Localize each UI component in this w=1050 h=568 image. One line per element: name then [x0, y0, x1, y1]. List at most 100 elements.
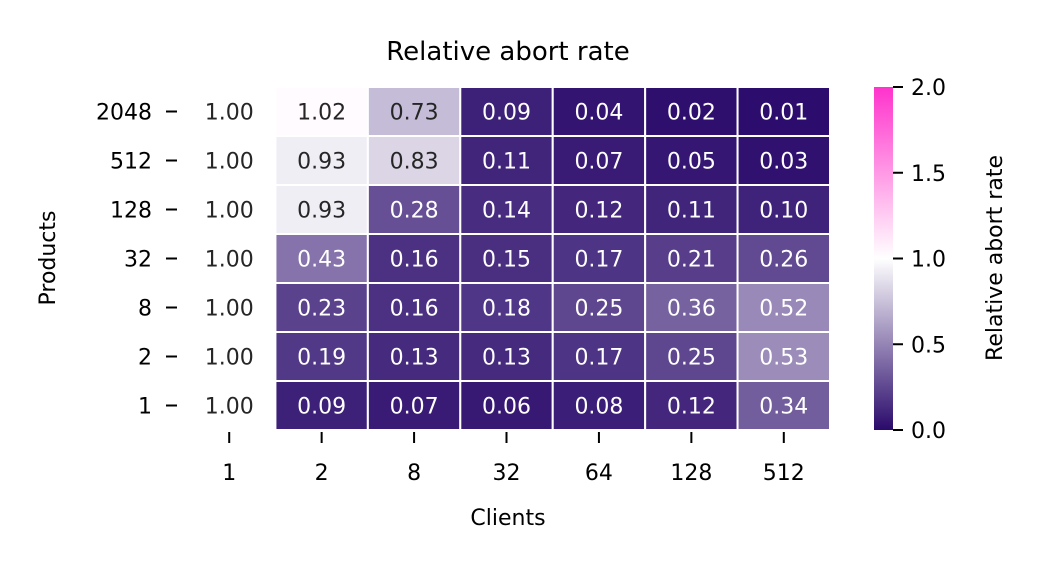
- cell-value-label: 1.00: [205, 346, 254, 371]
- cell-value-label: 0.17: [574, 248, 623, 273]
- cell-value-label: 1.00: [205, 101, 254, 126]
- cell-value-label: 0.26: [759, 248, 808, 273]
- heatmap-cell: [551, 135, 647, 186]
- heatmap-cell: [274, 233, 369, 284]
- cell-value-label: 0.12: [574, 199, 623, 224]
- heatmap-cell: [182, 135, 277, 186]
- heatmap-cell: [366, 135, 462, 186]
- cell-value-label: 0.17: [574, 346, 623, 371]
- cell-value-label: 0.06: [482, 395, 531, 420]
- cell-value-label: 1.00: [205, 297, 254, 322]
- heatmap-cell: [274, 184, 369, 235]
- x-tick-label: 1: [222, 461, 236, 486]
- heatmap-cell: [366, 380, 462, 431]
- cell-value-label: 0.07: [574, 150, 623, 175]
- cell-value-label: 1.00: [205, 150, 254, 175]
- heatmap-cell: [736, 184, 832, 235]
- colorbar: [874, 87, 893, 430]
- heatmap-cell: [644, 233, 739, 284]
- heatmap-cell: [736, 135, 832, 186]
- cell-value-label: 0.36: [667, 297, 716, 322]
- y-tick-label: 2: [138, 346, 152, 371]
- cell-value-label: 0.11: [482, 150, 531, 175]
- cell-value-label: 0.09: [482, 101, 531, 126]
- x-tick-label: 32: [493, 461, 521, 486]
- heatmap-cell: [736, 331, 832, 382]
- cell-value-label: 0.73: [390, 101, 439, 126]
- cell-value-label: 0.34: [759, 395, 808, 420]
- cell-value-label: 0.16: [390, 297, 439, 322]
- cell-value-label: 0.83: [390, 150, 439, 175]
- cell-value-label: 0.13: [482, 346, 531, 371]
- y-axis-label: Products: [36, 211, 61, 306]
- cell-value-label: 0.15: [482, 248, 531, 273]
- colorbar-tick-label: 1.0: [911, 248, 946, 273]
- heatmap-cell: [274, 331, 369, 382]
- heatmap-cell: [459, 380, 554, 431]
- colorbar-label: Relative abort rate: [983, 155, 1008, 361]
- chart-title: Relative abort rate: [386, 37, 629, 67]
- heatmap-cell: [182, 331, 277, 382]
- cell-value-label: 1.00: [205, 199, 254, 224]
- cell-value-label: 0.18: [482, 297, 531, 322]
- cell-value-label: 0.25: [574, 297, 623, 322]
- heatmap-cells: 1.00 1.02 0.73 0.09 0.04 0.02 0.01 1.00 0.93 0.83…: [182, 86, 832, 431]
- y-tick-label: 512: [110, 150, 152, 175]
- heatmap-cell: [551, 380, 647, 431]
- y-tick-label: 2048: [96, 101, 152, 126]
- cell-value-label: 0.25: [667, 346, 716, 371]
- x-tick-label: 512: [763, 461, 805, 486]
- heatmap-cell: [366, 282, 462, 333]
- y-tick-label: 32: [124, 248, 152, 273]
- y-axis: 2048 512 128 32 8 2 1: [96, 101, 177, 420]
- cell-value-label: 0.53: [759, 346, 808, 371]
- heatmap-cell: [182, 282, 277, 333]
- cell-value-label: 0.52: [759, 297, 808, 322]
- cell-value-label: 0.23: [297, 297, 346, 322]
- cell-value-label: 0.28: [390, 199, 439, 224]
- heatmap-cell: [182, 86, 277, 137]
- colorbar-tick-label: 1.5: [911, 162, 946, 187]
- heatmap-cell: [551, 184, 647, 235]
- cell-value-label: 0.21: [667, 248, 716, 273]
- x-tick-label: 8: [407, 461, 421, 486]
- y-tick-label: 1: [138, 395, 152, 420]
- cell-value-label: 0.16: [390, 248, 439, 273]
- x-axis-label: Clients: [470, 506, 545, 531]
- heatmap-cell: [182, 233, 277, 284]
- colorbar-tick-label: 2.0: [911, 76, 946, 101]
- x-axis: 1 2 8 32 64 128 512: [222, 432, 805, 486]
- heatmap-cell: [644, 184, 739, 235]
- cell-value-label: 0.01: [759, 101, 808, 126]
- cell-value-label: 0.93: [297, 150, 346, 175]
- y-tick-label: 128: [110, 199, 152, 224]
- colorbar-axis: 0.0 0.5 1.0 1.5 2.0: [893, 76, 946, 444]
- cell-value-label: 1.00: [205, 395, 254, 420]
- cell-value-label: 0.07: [390, 395, 439, 420]
- heatmap-cell: [644, 380, 739, 431]
- cell-value-label: 1.00: [205, 248, 254, 273]
- x-tick-label: 128: [670, 461, 712, 486]
- heatmap-cell: [274, 86, 369, 137]
- cell-value-label: 0.13: [390, 346, 439, 371]
- cell-value-label: 0.11: [667, 199, 716, 224]
- heatmap-cell: [366, 184, 462, 235]
- x-tick-label: 64: [585, 461, 613, 486]
- y-tick-label: 8: [138, 297, 152, 322]
- cell-value-label: 0.09: [297, 395, 346, 420]
- cell-value-label: 0.12: [667, 395, 716, 420]
- cell-value-label: 0.04: [574, 101, 623, 126]
- cell-value-label: 1.02: [297, 101, 346, 126]
- cell-value-label: 0.43: [297, 248, 346, 273]
- x-tick-label: 2: [315, 461, 329, 486]
- heatmap-cell: [644, 86, 739, 137]
- colorbar-tick-label: 0.0: [911, 419, 946, 444]
- cell-value-label: 0.08: [574, 395, 623, 420]
- heatmap-cell: [736, 380, 832, 431]
- cell-value-label: 0.03: [759, 150, 808, 175]
- cell-value-label: 0.05: [667, 150, 716, 175]
- cell-value-label: 0.19: [297, 346, 346, 371]
- cell-value-label: 0.93: [297, 199, 346, 224]
- cell-value-label: 0.10: [759, 199, 808, 224]
